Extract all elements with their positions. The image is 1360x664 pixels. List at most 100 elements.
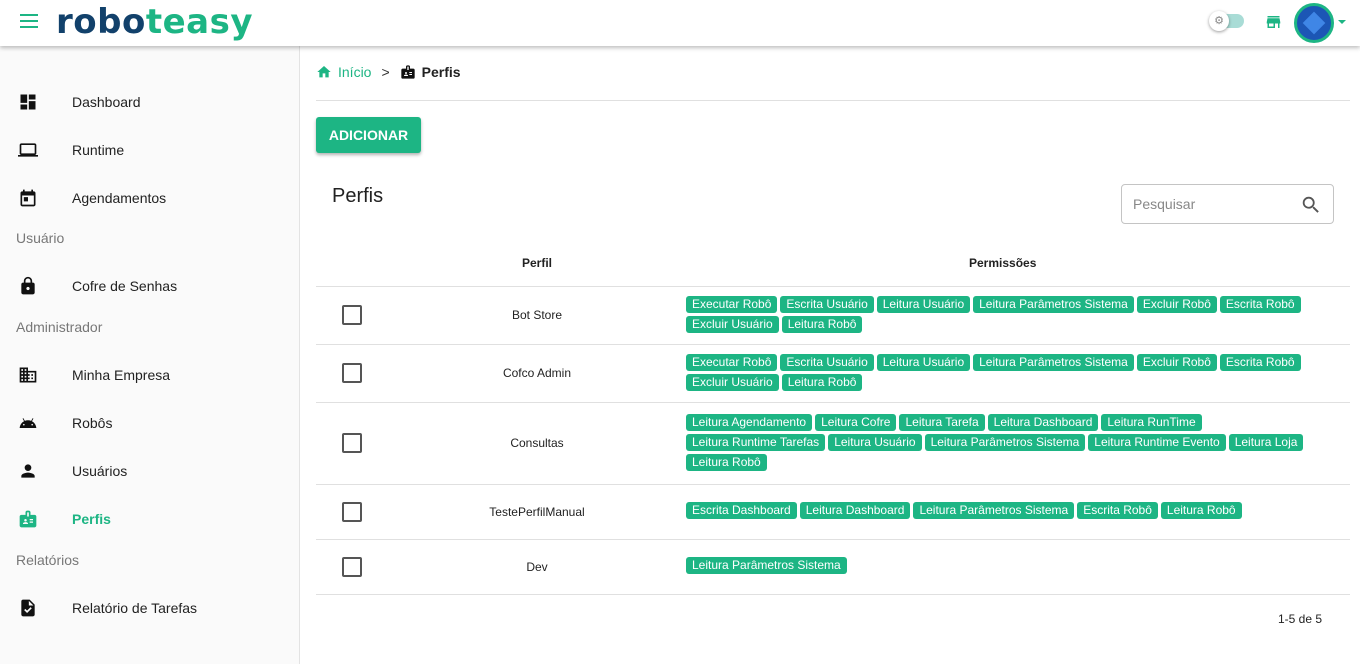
permission-chip: Escrita Robô bbox=[1077, 502, 1158, 519]
sidebar-item-usuarios[interactable]: Usuários bbox=[0, 451, 299, 491]
badge-icon bbox=[400, 65, 415, 79]
column-header-perfil: Perfil bbox=[388, 240, 686, 287]
row-checkbox[interactable] bbox=[342, 363, 362, 383]
row-checkbox[interactable] bbox=[342, 433, 362, 453]
sidebar-item-dashboard[interactable]: Dashboard bbox=[0, 82, 299, 122]
sidebar-item-robos[interactable]: Robôs bbox=[0, 403, 299, 443]
permission-chip: Escrita Robô bbox=[1219, 295, 1301, 313]
breadcrumb-separator: > bbox=[381, 64, 390, 80]
permission-chip: Excluir Usuário bbox=[686, 315, 779, 333]
permission-chip: Excluir Robô bbox=[1136, 295, 1217, 313]
permissions-cell: Executar Robô Escrita Usuário Leitura Usuá… bbox=[686, 286, 1350, 345]
search-field[interactable] bbox=[1121, 184, 1334, 224]
permission-chip: Leitura Usuário bbox=[876, 295, 971, 313]
divider bbox=[316, 100, 1350, 101]
profile-name: Consultas bbox=[388, 402, 686, 485]
badge-icon bbox=[19, 510, 37, 528]
table-row[interactable]: Consultas Leitura Agendamento Leitura Cofr… bbox=[316, 402, 1350, 485]
permission-chip: Escrita Robô bbox=[1219, 353, 1301, 371]
permission-chip: Leitura Parâmetros Sistema bbox=[973, 295, 1134, 313]
sidebar-item-relatorio-de-tarefas[interactable]: Relatório de Tarefas bbox=[0, 588, 299, 628]
row-checkbox[interactable] bbox=[342, 501, 362, 522]
permission-chip: Leitura Usuário bbox=[828, 433, 922, 451]
avatar[interactable] bbox=[1294, 3, 1334, 43]
permissions-cell: Executar Robô Escrita Usuário Leitura Usuá… bbox=[686, 344, 1350, 403]
logo-text-robo: robo bbox=[56, 2, 146, 42]
permission-chip: Leitura Parâmetros Sistema bbox=[973, 353, 1134, 371]
permissions-cell: Leitura Agendamento Leitura Cofre Leitura … bbox=[686, 402, 1350, 485]
sidebar-item-label: Cofre de Senhas bbox=[72, 278, 178, 294]
add-button[interactable]: ADICIONAR bbox=[316, 117, 421, 153]
permission-chip: Leitura Runtime Evento bbox=[1088, 433, 1226, 451]
sidebar-item-agendamentos[interactable]: Agendamentos bbox=[0, 178, 299, 218]
laptop-icon bbox=[18, 143, 38, 157]
gear-icon: ⚙ bbox=[1209, 11, 1229, 31]
menu-icon[interactable] bbox=[20, 14, 38, 28]
section-usuario: Usuário bbox=[16, 230, 65, 246]
search-input[interactable] bbox=[1133, 196, 1293, 212]
row-checkbox-cell bbox=[316, 484, 388, 540]
permission-chip: Leitura Tarefa bbox=[899, 413, 985, 431]
permission-chip: Excluir Robô bbox=[1136, 353, 1217, 371]
profile-name: Cofco Admin bbox=[388, 344, 686, 403]
sidebar-item-cofre-de-senhas[interactable]: Cofre de Senhas bbox=[0, 266, 299, 306]
permission-chip: Escrita Usuário bbox=[780, 295, 874, 313]
sidebar-item-label: Agendamentos bbox=[72, 190, 167, 206]
search-icon[interactable] bbox=[1300, 194, 1322, 216]
row-checkbox-cell bbox=[316, 344, 388, 403]
table-row[interactable]: Dev Leitura Parâmetros Sistema bbox=[316, 539, 1350, 595]
permission-chip: Escrita Dashboard bbox=[686, 502, 797, 519]
permission-chip: Leitura Robô bbox=[781, 315, 863, 333]
table-row[interactable]: Bot Store Executar Robô Escrita Usuário Lei… bbox=[316, 286, 1350, 345]
table-row[interactable]: TestePerfilManual Escrita Dashboard Leitur… bbox=[316, 484, 1350, 540]
permission-chip: Leitura Parâmetros Sistema bbox=[686, 557, 847, 574]
store-icon[interactable] bbox=[1264, 13, 1283, 31]
task-report-icon bbox=[21, 599, 35, 617]
permission-chip: Leitura Parâmetros Sistema bbox=[924, 433, 1086, 451]
profiles-table: Perfil Permissões Bot Store Executar Robô… bbox=[316, 240, 1350, 595]
select-column-header bbox=[316, 240, 388, 287]
profile-name: TestePerfilManual bbox=[388, 484, 686, 540]
table-row[interactable]: Cofco Admin Executar Robô Escrita Usuário L… bbox=[316, 344, 1350, 403]
breadcrumb-home-link[interactable]: Início bbox=[338, 64, 372, 80]
sidebar-item-label: Minha Empresa bbox=[72, 367, 171, 383]
sidebar: Dashboard Runtime Agendamentos Usuário C… bbox=[0, 46, 300, 664]
sidebar-item-label: Relatório de Tarefas bbox=[72, 600, 198, 616]
home-icon[interactable] bbox=[316, 64, 332, 80]
sidebar-item-label: Usuários bbox=[72, 463, 128, 479]
permission-chip: Leitura Dashboard bbox=[799, 502, 911, 519]
permissions-cell: Escrita Dashboard Leitura Dashboard Leitur… bbox=[686, 484, 1350, 540]
pagination-info: 1-5 de 5 bbox=[1278, 612, 1323, 626]
profile-name: Bot Store bbox=[388, 286, 686, 345]
row-checkbox[interactable] bbox=[342, 305, 362, 325]
lock-icon bbox=[21, 276, 35, 295]
row-checkbox-cell bbox=[316, 286, 388, 345]
sidebar-item-perfis[interactable]: Perfis bbox=[0, 499, 299, 539]
logo[interactable]: roboteasy bbox=[56, 2, 253, 42]
sidebar-item-label: Runtime bbox=[72, 142, 125, 158]
sidebar-item-minha-empresa[interactable]: Minha Empresa bbox=[0, 355, 299, 395]
chevron-down-icon[interactable] bbox=[1338, 20, 1346, 24]
permission-chip: Leitura Robô bbox=[1160, 502, 1242, 519]
section-administrador: Administrador bbox=[16, 319, 103, 335]
building-icon bbox=[19, 367, 37, 383]
sidebar-item-label: Perfis bbox=[72, 511, 111, 527]
sidebar-item-runtime[interactable]: Runtime bbox=[0, 130, 299, 170]
sidebar-item-label: Robôs bbox=[72, 415, 113, 431]
permission-chip: Leitura Runtime Tarefas bbox=[686, 433, 826, 451]
permissions-cell: Leitura Parâmetros Sistema bbox=[686, 539, 1350, 595]
breadcrumb-current: Perfis bbox=[421, 64, 461, 80]
permission-chip: Leitura Cofre bbox=[815, 413, 897, 431]
row-checkbox-cell bbox=[316, 402, 388, 485]
theme-toggle[interactable]: ⚙ bbox=[1209, 11, 1244, 31]
row-checkbox[interactable] bbox=[342, 556, 362, 577]
android-icon bbox=[19, 418, 37, 428]
dashboard-icon bbox=[20, 94, 36, 110]
calendar-icon bbox=[20, 189, 36, 207]
permission-chip: Leitura Dashboard bbox=[987, 413, 1099, 431]
permission-chip: Leitura Usuário bbox=[876, 353, 971, 371]
logo-text-teasy: teasy bbox=[145, 2, 253, 42]
permission-chip: Escrita Usuário bbox=[780, 353, 874, 371]
sidebar-item-label: Dashboard bbox=[72, 94, 141, 110]
section-relatorios: Relatórios bbox=[16, 552, 80, 568]
